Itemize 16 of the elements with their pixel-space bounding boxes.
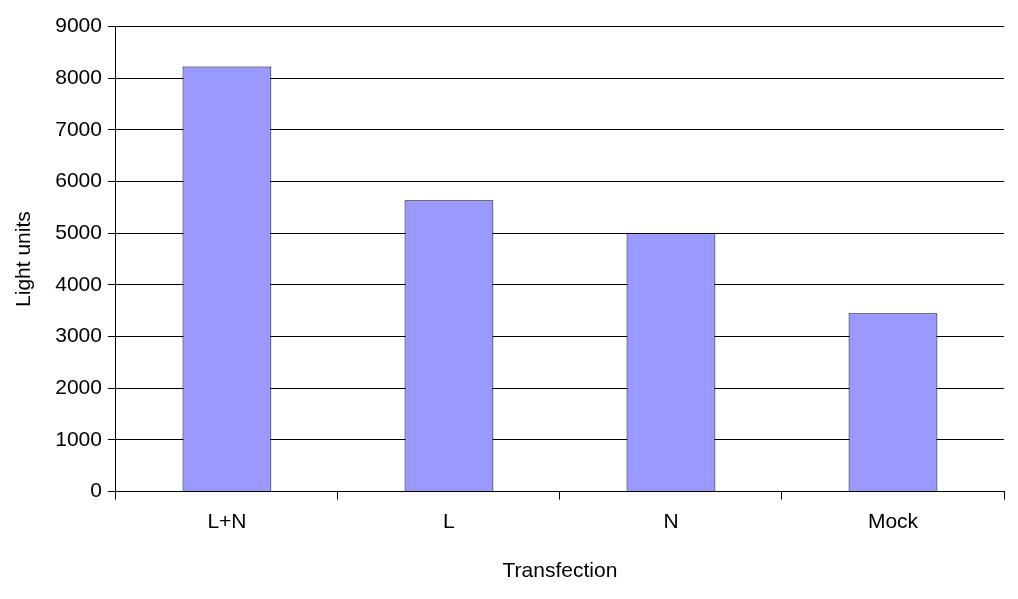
y-tick-label: 7000 (55, 116, 102, 140)
y-tick-label: 0 (90, 478, 102, 502)
y-tick-label: 6000 (55, 168, 102, 192)
x-tick-label: L (443, 509, 455, 532)
y-tick-label: 5000 (55, 220, 102, 244)
x-axis-title: Transfection (502, 558, 618, 582)
x-tick-label: N (663, 509, 679, 532)
y-tick-label: 4000 (55, 271, 102, 295)
y-tick-label: 3000 (55, 323, 102, 347)
y-tick-label: 2000 (55, 375, 102, 399)
y-tick-label: 9000 (55, 13, 102, 37)
x-tick-label: L+N (207, 509, 247, 532)
y-tick-label: 1000 (55, 426, 102, 450)
x-tick-label: Mock (867, 509, 919, 532)
y-axis-title: Light units (11, 211, 35, 307)
y-tick-label: 8000 (55, 65, 102, 89)
